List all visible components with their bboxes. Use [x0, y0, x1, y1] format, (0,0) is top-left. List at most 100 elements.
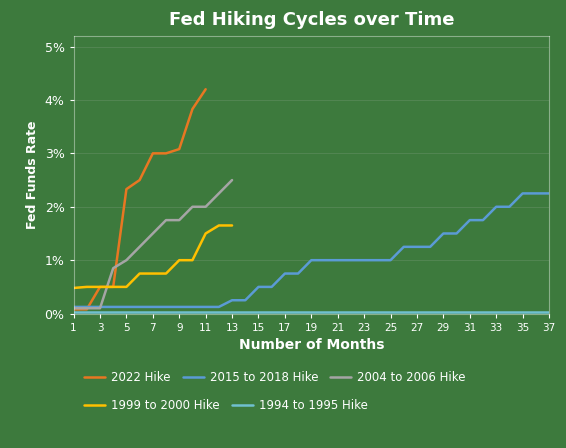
2015 to 2018 Hike	[546, 191, 552, 196]
Title: Fed Hiking Cycles over Time: Fed Hiking Cycles over Time	[169, 11, 454, 29]
2022 Hike	[83, 306, 90, 312]
1999 to 2000 Hike	[216, 223, 222, 228]
2015 to 2018 Hike	[216, 304, 222, 310]
2015 to 2018 Hike	[97, 304, 104, 310]
1999 to 2000 Hike	[123, 284, 130, 289]
2022 Hike	[202, 86, 209, 92]
1994 to 1995 Hike	[506, 309, 513, 314]
2015 to 2018 Hike	[335, 258, 341, 263]
1994 to 1995 Hike	[268, 309, 275, 314]
2015 to 2018 Hike	[295, 271, 302, 276]
2015 to 2018 Hike	[229, 297, 235, 303]
1994 to 1995 Hike	[149, 309, 156, 314]
2015 to 2018 Hike	[414, 244, 421, 250]
2022 Hike	[149, 151, 156, 156]
2004 to 2006 Hike	[149, 231, 156, 236]
1994 to 1995 Hike	[83, 309, 90, 314]
1994 to 1995 Hike	[176, 309, 183, 314]
2004 to 2006 Hike	[123, 258, 130, 263]
1994 to 1995 Hike	[440, 309, 447, 314]
1994 to 1995 Hike	[348, 309, 354, 314]
1994 to 1995 Hike	[335, 309, 341, 314]
2015 to 2018 Hike	[427, 244, 434, 250]
Y-axis label: Fed Funds Rate: Fed Funds Rate	[26, 121, 39, 229]
1994 to 1995 Hike	[479, 309, 486, 314]
2015 to 2018 Hike	[242, 297, 248, 303]
Line: 2015 to 2018 Hike: 2015 to 2018 Hike	[74, 194, 549, 307]
2015 to 2018 Hike	[506, 204, 513, 210]
1999 to 2000 Hike	[176, 258, 183, 263]
2015 to 2018 Hike	[479, 217, 486, 223]
2015 to 2018 Hike	[519, 191, 526, 196]
1994 to 1995 Hike	[189, 309, 196, 314]
2022 Hike	[136, 177, 143, 183]
1999 to 2000 Hike	[70, 285, 77, 291]
2004 to 2006 Hike	[83, 306, 90, 311]
2022 Hike	[162, 151, 169, 156]
1994 to 1995 Hike	[295, 309, 302, 314]
1994 to 1995 Hike	[70, 309, 77, 314]
1994 to 1995 Hike	[546, 309, 552, 314]
2015 to 2018 Hike	[466, 217, 473, 223]
Line: 2022 Hike: 2022 Hike	[74, 89, 205, 309]
1994 to 1995 Hike	[202, 309, 209, 314]
1999 to 2000 Hike	[83, 284, 90, 289]
1999 to 2000 Hike	[97, 284, 104, 289]
1994 to 1995 Hike	[321, 309, 328, 314]
1994 to 1995 Hike	[162, 309, 169, 314]
2015 to 2018 Hike	[440, 231, 447, 236]
1994 to 1995 Hike	[216, 309, 222, 314]
2004 to 2006 Hike	[136, 244, 143, 250]
1994 to 1995 Hike	[361, 309, 367, 314]
1994 to 1995 Hike	[466, 309, 473, 314]
2022 Hike	[110, 284, 117, 289]
2022 Hike	[97, 284, 104, 289]
2022 Hike	[189, 106, 196, 112]
1994 to 1995 Hike	[136, 309, 143, 314]
1994 to 1995 Hike	[414, 309, 421, 314]
2004 to 2006 Hike	[202, 204, 209, 210]
2004 to 2006 Hike	[162, 217, 169, 223]
1994 to 1995 Hike	[519, 309, 526, 314]
1999 to 2000 Hike	[202, 231, 209, 236]
1994 to 1995 Hike	[308, 309, 315, 314]
2015 to 2018 Hike	[189, 304, 196, 310]
2015 to 2018 Hike	[453, 231, 460, 236]
2015 to 2018 Hike	[281, 271, 288, 276]
1999 to 2000 Hike	[110, 284, 117, 289]
2004 to 2006 Hike	[229, 177, 235, 183]
1999 to 2000 Hike	[189, 258, 196, 263]
2015 to 2018 Hike	[348, 258, 354, 263]
1999 to 2000 Hike	[149, 271, 156, 276]
2015 to 2018 Hike	[321, 258, 328, 263]
1994 to 1995 Hike	[110, 309, 117, 314]
1999 to 2000 Hike	[229, 223, 235, 228]
1999 to 2000 Hike	[136, 271, 143, 276]
1994 to 1995 Hike	[533, 309, 539, 314]
2015 to 2018 Hike	[374, 258, 381, 263]
2015 to 2018 Hike	[308, 258, 315, 263]
1994 to 1995 Hike	[229, 309, 235, 314]
2004 to 2006 Hike	[216, 191, 222, 196]
2004 to 2006 Hike	[110, 266, 117, 271]
2015 to 2018 Hike	[83, 304, 90, 310]
1994 to 1995 Hike	[255, 309, 262, 314]
2015 to 2018 Hike	[136, 304, 143, 310]
2015 to 2018 Hike	[493, 204, 500, 210]
1994 to 1995 Hike	[242, 309, 248, 314]
1994 to 1995 Hike	[123, 309, 130, 314]
2015 to 2018 Hike	[149, 304, 156, 310]
2004 to 2006 Hike	[176, 217, 183, 223]
1994 to 1995 Hike	[453, 309, 460, 314]
2015 to 2018 Hike	[202, 304, 209, 310]
Legend: 1999 to 2000 Hike, 1994 to 1995 Hike: 1999 to 2000 Hike, 1994 to 1995 Hike	[79, 395, 372, 417]
2015 to 2018 Hike	[123, 304, 130, 310]
Line: 2004 to 2006 Hike: 2004 to 2006 Hike	[74, 180, 232, 308]
2015 to 2018 Hike	[361, 258, 367, 263]
1994 to 1995 Hike	[493, 309, 500, 314]
1994 to 1995 Hike	[281, 309, 288, 314]
2015 to 2018 Hike	[533, 191, 539, 196]
2015 to 2018 Hike	[255, 284, 262, 289]
2015 to 2018 Hike	[400, 244, 407, 250]
2004 to 2006 Hike	[70, 306, 77, 311]
